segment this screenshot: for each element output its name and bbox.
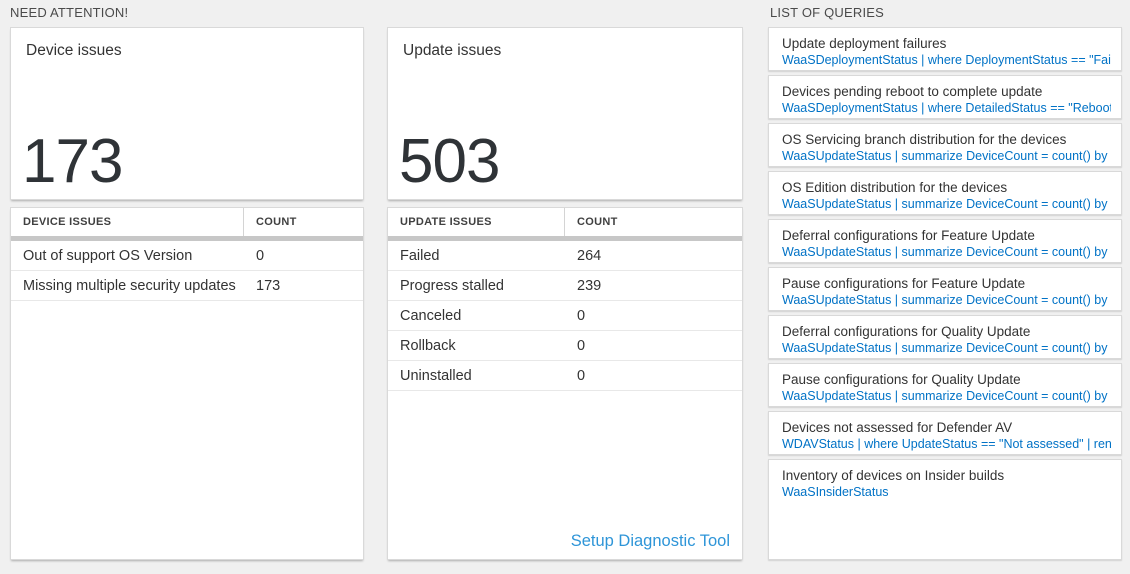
query-item[interactable]: Deferral configurations for Quality Upda…	[768, 315, 1122, 359]
column-header-update-issues: UPDATE ISSUES	[388, 208, 565, 236]
query-text[interactable]: WaaSDeploymentStatus | where DetailedSta…	[782, 101, 1111, 115]
table-row[interactable]: Missing multiple security updates 173	[11, 271, 363, 301]
update-issues-title: Update issues	[403, 42, 502, 59]
table-row[interactable]: Rollback 0	[388, 331, 742, 361]
table-header-band	[388, 236, 742, 241]
setup-diagnostic-tool-link[interactable]: Setup Diagnostic Tool	[570, 532, 730, 550]
query-text[interactable]: WaaSUpdateStatus | summarize DeviceCount…	[782, 341, 1111, 355]
column-header-count: COUNT	[577, 216, 618, 228]
device-issues-tile[interactable]: Device issues 173	[10, 27, 364, 200]
query-item[interactable]: Inventory of devices on Insider builds W…	[768, 459, 1122, 560]
update-issues-count: 503	[399, 127, 500, 196]
issue-count: 173	[256, 277, 281, 294]
query-title: OS Edition distribution for the devices	[782, 180, 1008, 195]
issue-count: 0	[577, 337, 586, 354]
query-title: Pause configurations for Feature Update	[782, 276, 1026, 291]
query-list: Update deployment failures WaaSDeploymen…	[768, 27, 1122, 560]
issue-label: Progress stalled	[400, 277, 504, 294]
query-text[interactable]: WaaSInsiderStatus	[782, 485, 889, 499]
column-header-device-issues: DEVICE ISSUES	[11, 208, 244, 236]
table-row[interactable]: Progress stalled 239	[388, 271, 742, 301]
query-item[interactable]: Pause configurations for Feature Update …	[768, 267, 1122, 311]
update-issues-table-header: UPDATE ISSUES COUNT	[388, 208, 742, 236]
query-text[interactable]: WaaSUpdateStatus | summarize DeviceCount…	[782, 293, 1111, 307]
device-issues-table-header: DEVICE ISSUES COUNT	[11, 208, 363, 236]
query-text[interactable]: WaaSUpdateStatus | summarize DeviceCount…	[782, 389, 1111, 403]
table-row[interactable]: Out of support OS Version 0	[11, 241, 363, 271]
query-item[interactable]: OS Servicing branch distribution for the…	[768, 123, 1122, 167]
issue-count: 239	[577, 277, 602, 294]
issue-count: 0	[577, 367, 586, 384]
issue-label: Uninstalled	[400, 367, 472, 384]
query-item[interactable]: Devices pending reboot to complete updat…	[768, 75, 1122, 119]
query-text[interactable]: WaaSUpdateStatus | summarize DeviceCount…	[782, 245, 1111, 259]
query-title: Devices pending reboot to complete updat…	[782, 84, 1043, 99]
query-title: Update deployment failures	[782, 36, 947, 51]
query-title: Devices not assessed for Defender AV	[782, 420, 1013, 435]
query-title: Deferral configurations for Quality Upda…	[782, 324, 1031, 339]
issue-count: 0	[577, 307, 586, 324]
query-text[interactable]: WDAVStatus | where UpdateStatus == "Not …	[782, 437, 1111, 451]
query-title: Pause configurations for Quality Update	[782, 372, 1021, 387]
issue-label: Out of support OS Version	[23, 247, 193, 264]
issue-count: 0	[256, 247, 265, 264]
query-item[interactable]: Update deployment failures WaaSDeploymen…	[768, 27, 1122, 71]
table-header-band	[11, 236, 363, 241]
query-text[interactable]: WaaSUpdateStatus | summarize DeviceCount…	[782, 149, 1111, 163]
column-header-count: COUNT	[256, 216, 297, 228]
issue-label: Failed	[400, 247, 440, 264]
table-row[interactable]: Uninstalled 0	[388, 361, 742, 391]
query-title: OS Servicing branch distribution for the…	[782, 132, 1067, 147]
query-title: Inventory of devices on Insider builds	[782, 468, 1005, 483]
issue-label: Rollback	[400, 337, 456, 354]
list-of-queries-header: LIST OF QUERIES	[770, 5, 885, 20]
device-issues-table: DEVICE ISSUES COUNT Out of support OS Ve…	[10, 207, 364, 560]
device-issues-count: 173	[22, 127, 123, 196]
query-text[interactable]: WaaSUpdateStatus | summarize DeviceCount…	[782, 197, 1111, 211]
query-item[interactable]: Devices not assessed for Defender AV WDA…	[768, 411, 1122, 455]
table-row[interactable]: Canceled 0	[388, 301, 742, 331]
need-attention-header: NEED ATTENTION!	[10, 5, 129, 20]
table-row[interactable]: Failed 264	[388, 241, 742, 271]
query-item[interactable]: Deferral configurations for Feature Upda…	[768, 219, 1122, 263]
update-issues-tile[interactable]: Update issues 503	[387, 27, 743, 200]
query-title: Deferral configurations for Feature Upda…	[782, 228, 1035, 243]
query-item[interactable]: OS Edition distribution for the devices …	[768, 171, 1122, 215]
update-issues-table: UPDATE ISSUES COUNT Failed 264 Progress …	[387, 207, 743, 560]
issue-label: Missing multiple security updates	[23, 277, 236, 294]
issue-count: 264	[577, 247, 602, 264]
issue-label: Canceled	[400, 307, 462, 324]
query-item[interactable]: Pause configurations for Quality Update …	[768, 363, 1122, 407]
query-text[interactable]: WaaSDeploymentStatus | where DeploymentS…	[782, 53, 1111, 67]
device-issues-title: Device issues	[26, 42, 122, 59]
